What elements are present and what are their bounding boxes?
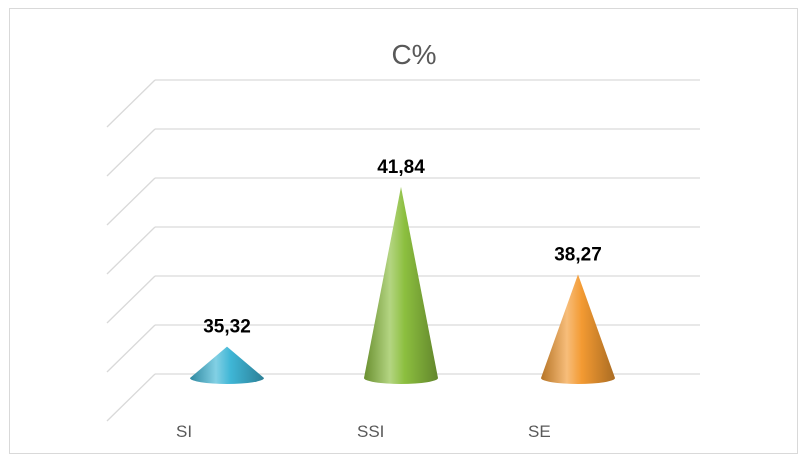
category-label-se: SE bbox=[528, 422, 551, 441]
gridline-depth bbox=[106, 79, 156, 128]
data-label-ssi: 41,84 bbox=[377, 157, 425, 178]
cone-se bbox=[541, 274, 615, 384]
data-label-si: 35,32 bbox=[203, 317, 251, 338]
category-label-si: SI bbox=[176, 422, 192, 441]
data-labels: 35,32 41,84 38,27 bbox=[203, 157, 602, 338]
gridline-depth bbox=[106, 275, 156, 324]
cone-si bbox=[190, 346, 264, 384]
gridline-depth bbox=[106, 324, 156, 373]
gridline-depth bbox=[106, 373, 156, 422]
cones bbox=[190, 186, 615, 384]
category-label-ssi: SSI bbox=[357, 422, 384, 441]
cone-ssi bbox=[364, 186, 438, 384]
category-axis: SI SSI SE bbox=[176, 422, 551, 441]
gridline-depth bbox=[106, 226, 156, 275]
chart-title: C% bbox=[391, 39, 436, 70]
gridline-depth bbox=[106, 177, 156, 226]
gridline-depth bbox=[106, 128, 156, 177]
data-label-se: 38,27 bbox=[554, 244, 602, 265]
